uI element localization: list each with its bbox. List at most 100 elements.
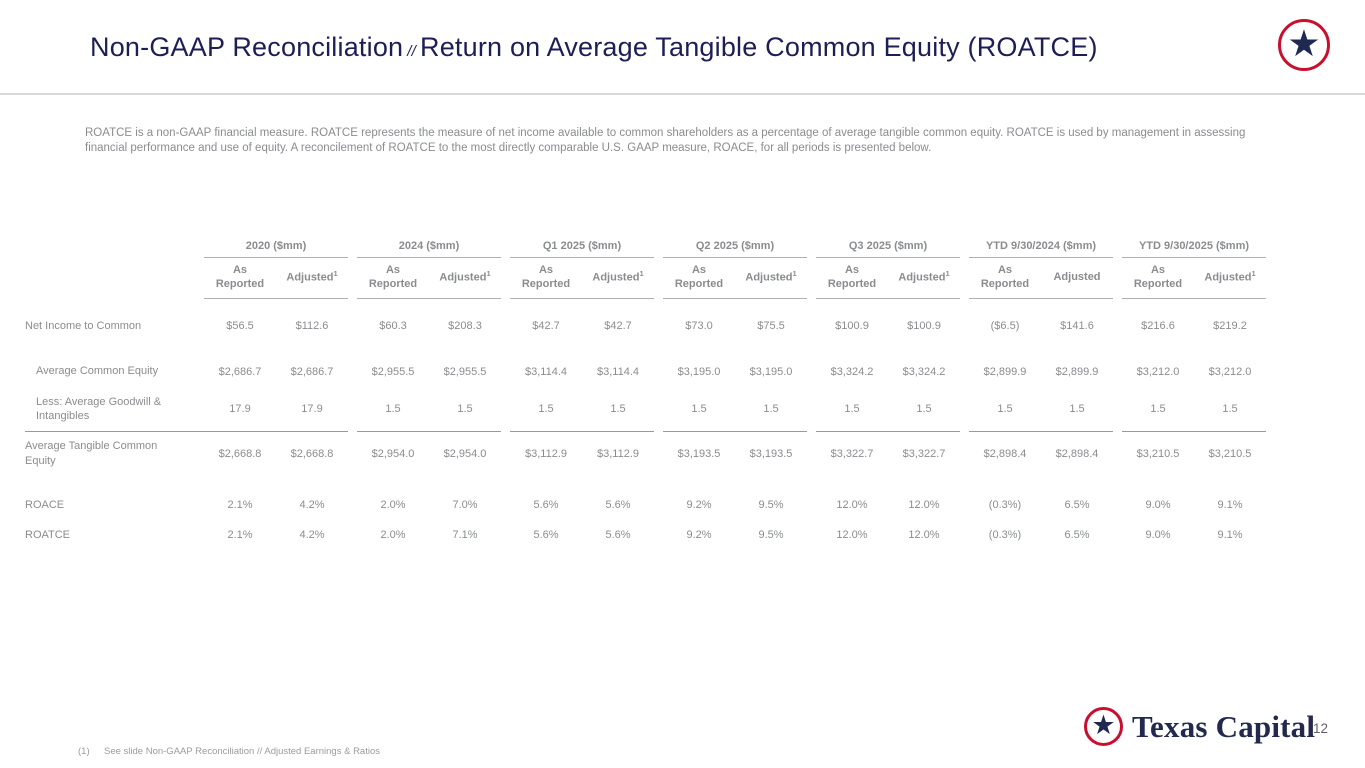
spacer-cell [1113,387,1122,432]
row-label: Less: Average Goodwill & Intangibles [36,395,162,422]
value-cell: $3,114.4 [596,365,639,378]
spacer-cell [960,240,969,258]
value-cell: ($6.5) [990,320,1020,333]
spacer-cell [1113,520,1122,550]
spacer-cell [348,387,357,432]
value-cell: 5.6% [605,529,631,542]
value-cell: 1.5 [385,402,401,415]
row-label: ROACE [25,498,65,511]
slide-title-main: Non-GAAP Reconciliation [90,32,404,62]
spacer-cell [807,432,816,475]
spacer-cell [25,341,1266,356]
spacer-cell [654,298,663,341]
star-icon: ★ [1091,709,1116,740]
brand-wordmark: Texas Capital [1132,708,1316,744]
value-cell: $2,955.5 [371,365,415,378]
spacer-cell [501,520,510,550]
corner-cell [25,240,204,258]
column-header: Adjusted [1041,257,1113,299]
column-header: Adjusted1 [582,257,654,299]
spacer-cell [501,298,510,341]
spacer-cell [654,432,663,475]
period-group-header: Q3 2025 ($mm) [816,240,960,258]
spacer-cell [960,258,969,299]
table-row: ROATCE 2.1% 4.2% 2.0% 7.1% 5.6% 5.6% 9.2% 9.5% 12… [25,520,1266,550]
spacer-cell [807,258,816,299]
value-cell: 1.5 [610,402,626,415]
value-cell: 2.1% [227,499,253,512]
spacer-cell [501,356,510,386]
value-cell: $2,899.9 [983,365,1027,378]
value-cell: $216.6 [1141,320,1175,333]
value-cell: 1.5 [916,402,932,415]
row-label: Net Income to Common [25,320,142,333]
value-cell: $2,668.8 [204,431,276,475]
value-cell: 4.2% [299,499,325,512]
spacer-cell [960,387,969,432]
value-cell: 2.1% [227,529,253,542]
value-cell: $3,210.5 [1122,431,1194,475]
value-cell: $3,114.4 [524,365,567,378]
value-cell: $60.3 [379,320,407,333]
value-cell: 1.5 [997,402,1013,415]
spacer-cell [348,240,357,258]
value-cell: $2,955.5 [443,365,487,378]
table-row: Average Common Equity $2,686.7 $2,686.7 $2,… [25,356,1266,386]
period-group-header: 2020 ($mm) [204,240,348,258]
column-header: As Reported [969,257,1041,299]
slide-title-sub: Return on Average Tangible Common Equity… [420,32,1098,62]
value-cell: 6.5% [1064,529,1090,542]
value-cell: $3,193.5 [663,431,735,475]
value-cell: 7.0% [452,499,478,512]
value-cell: $100.9 [907,320,941,333]
value-cell: $2,686.7 [218,365,262,378]
value-cell: $3,212.0 [1136,365,1180,378]
spacer-cell [807,520,816,550]
value-cell: 1.5 [538,402,554,415]
spacer-cell [1113,240,1122,258]
spacer-row [25,341,1266,356]
value-cell: 9.0% [1145,529,1171,542]
value-cell: 12.0% [908,529,940,542]
value-cell: $73.0 [685,320,713,333]
value-cell: 2.0% [380,529,406,542]
header-divider [0,93,1365,95]
corner-cell [25,258,204,299]
value-cell: 9.1% [1217,529,1243,542]
value-cell: 2.0% [380,499,406,512]
column-header: As Reported [204,257,276,299]
spacer-cell [348,356,357,386]
column-header: As Reported [510,257,582,299]
row-label: Average Common Equity [36,365,159,378]
value-cell: 12.0% [836,499,868,512]
spacer-cell [654,490,663,520]
value-cell: $2,898.4 [969,431,1041,475]
value-cell: 1.5 [844,402,860,415]
page-number: 12 [1313,721,1329,736]
spacer-cell [348,298,357,341]
value-cell: $75.5 [757,320,785,333]
intro-paragraph: ROATCE is a non-GAAP financial measure. … [85,127,1246,154]
spacer-cell [960,490,969,520]
value-cell: $141.6 [1060,320,1094,333]
value-cell: $3,112.9 [582,431,654,475]
value-cell: 5.6% [533,529,559,542]
spacer-cell [25,475,1266,490]
spacer-cell [501,490,510,520]
value-cell: $3,195.0 [749,365,793,378]
spacer-cell [501,240,510,258]
period-group-header: Q1 2025 ($mm) [510,240,654,258]
period-group-row: 2020 ($mm) 2024 ($mm) Q1 2025 ($mm) Q2 2025… [25,240,1266,258]
value-cell: $2,954.0 [429,431,501,475]
value-cell: 9.0% [1145,499,1171,512]
slide-title-separator: // [407,43,417,60]
period-group-header: YTD 9/30/2024 ($mm) [969,240,1113,258]
value-cell: 4.2% [299,529,325,542]
star-icon: ★ [1287,22,1321,64]
column-header: Adjusted1 [888,257,960,299]
value-cell: $2,954.0 [357,431,429,475]
period-group-header: YTD 9/30/2025 ($mm) [1122,240,1266,258]
value-cell: $112.6 [295,320,329,333]
spacer-row [25,475,1266,490]
spacer-cell [807,356,816,386]
